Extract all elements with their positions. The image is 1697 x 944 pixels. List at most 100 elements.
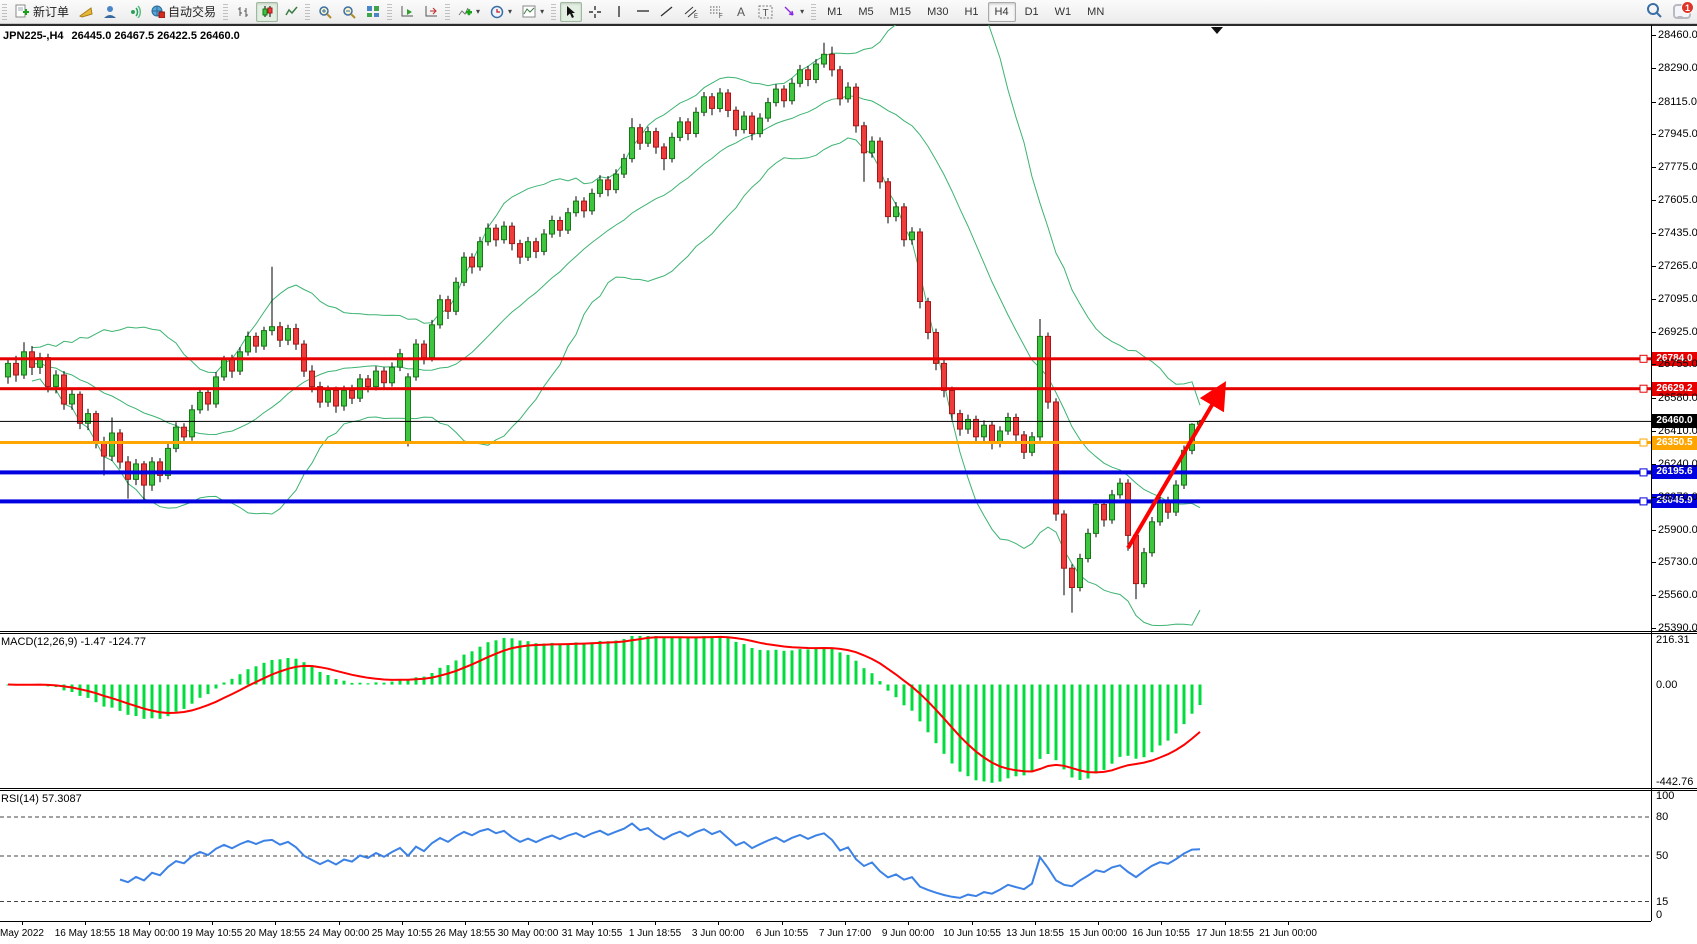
- time-tick: [972, 921, 973, 925]
- macd-histogram-bar: [606, 641, 610, 685]
- macd-histogram-bar: [846, 654, 850, 685]
- templates-button[interactable]: ▾: [518, 2, 548, 22]
- zoom-out-button[interactable]: [338, 2, 360, 22]
- macd-histogram-bar: [1190, 684, 1194, 714]
- bollinger-middle-band[interactable]: [31, 95, 1201, 509]
- autotrading-button[interactable]: 自动交易: [147, 2, 220, 22]
- price-tick-label: 26925.0: [1658, 326, 1697, 338]
- pane-separator[interactable]: [0, 788, 1697, 791]
- fibonacci-icon: F: [709, 5, 724, 19]
- tile-windows-button[interactable]: [362, 2, 384, 22]
- rsi-pane-canvas[interactable]: [0, 791, 1651, 921]
- support-line-2-price-label: 26045.9: [1652, 494, 1697, 508]
- pivot-line[interactable]: [0, 441, 1651, 444]
- cursor-button[interactable]: [560, 1, 583, 22]
- macd-histogram-bar: [230, 678, 234, 685]
- candlestick-button[interactable]: [256, 1, 279, 22]
- bull-candle: [613, 173, 619, 191]
- support-line-2-handle[interactable]: [1639, 497, 1648, 506]
- toolbar-grip[interactable]: [811, 3, 817, 20]
- bear-candle: [381, 370, 387, 384]
- signals-button[interactable]: [123, 2, 145, 22]
- macd-histogram-bar: [902, 684, 906, 706]
- search-icon[interactable]: [1646, 2, 1663, 22]
- text-label-icon: T: [758, 5, 773, 19]
- current-price-line[interactable]: [0, 420, 1651, 422]
- bull-candle: [269, 326, 275, 332]
- rsi-value: 57.3087: [41, 793, 82, 805]
- macd-histogram-bar: [814, 648, 818, 685]
- macd-histogram-bar: [1046, 684, 1050, 754]
- support-line-1[interactable]: [0, 470, 1651, 475]
- chart-shift-marker[interactable]: [1211, 27, 1223, 34]
- price-tick-label: 27945.0: [1658, 128, 1697, 140]
- pivot-line-price-label: 26350.5: [1652, 436, 1697, 450]
- price-chart-canvas[interactable]: [0, 25, 1651, 631]
- text-label-button[interactable]: T: [754, 2, 777, 22]
- timeframe-mn-button[interactable]: MN: [1087, 5, 1105, 18]
- timeframe-h1-button[interactable]: H1: [964, 5, 979, 18]
- support-line-2[interactable]: [0, 499, 1651, 504]
- new-order-button[interactable]: 新订单: [11, 2, 73, 22]
- timeframe-h4-button[interactable]: H4: [987, 1, 1016, 22]
- line-chart-button[interactable]: [280, 2, 302, 22]
- price-tick: [1652, 233, 1656, 234]
- support-line-1-handle[interactable]: [1639, 468, 1648, 477]
- macd-histogram-bar: [398, 679, 402, 685]
- bar-chart-button[interactable]: [232, 2, 254, 22]
- horizontal-line-icon: [636, 5, 650, 18]
- fibonacci-button[interactable]: F: [705, 2, 728, 22]
- horizontal-line-button[interactable]: [632, 2, 654, 22]
- toolbar-grip[interactable]: [551, 3, 557, 20]
- bear-candle: [733, 109, 739, 131]
- bull-candle: [189, 409, 195, 438]
- timeframe-m5-button[interactable]: M5: [858, 5, 874, 18]
- pivot-line-handle[interactable]: [1639, 438, 1648, 447]
- trend-arrow[interactable]: [1126, 381, 1227, 550]
- timeframe-m15-button[interactable]: M15: [889, 5, 912, 18]
- resistance-line-1-handle[interactable]: [1639, 354, 1648, 363]
- auto-scroll-button[interactable]: [396, 2, 418, 22]
- macd-histogram-bar: [646, 636, 650, 685]
- chart-shift-button[interactable]: [420, 2, 442, 22]
- zoom-in-button[interactable]: [314, 2, 336, 22]
- resistance-line-1[interactable]: [0, 357, 1651, 361]
- bear-candle: [45, 357, 51, 388]
- text-button[interactable]: A: [730, 2, 752, 22]
- bollinger-upper-band[interactable]: [31, 25, 1201, 406]
- pane-separator[interactable]: [0, 631, 1697, 634]
- toolbar-grip[interactable]: [445, 3, 451, 20]
- timeframe-w1-button[interactable]: W1: [1054, 5, 1072, 18]
- toolbar-grip[interactable]: [387, 3, 393, 20]
- toolbar-grip[interactable]: [223, 3, 229, 20]
- timeframe-m1-button[interactable]: M1: [827, 5, 843, 18]
- time-tick: [402, 921, 403, 925]
- toolbar-grip[interactable]: [2, 3, 7, 20]
- macd-histogram-bar: [958, 684, 962, 772]
- vertical-line-button[interactable]: [608, 2, 630, 22]
- bear-candle: [181, 426, 187, 438]
- periods-button[interactable]: ▾: [486, 2, 516, 22]
- timeframe-m30-button[interactable]: M30: [927, 5, 949, 18]
- price-tick-label: 26410.0: [1658, 425, 1697, 437]
- arrows-button[interactable]: ▾: [779, 2, 808, 22]
- bollinger-lower-band[interactable]: [31, 137, 1201, 627]
- timeframe-group: M1 M5 M15 M30 H1 H4 D1 W1 MN: [819, 0, 1112, 24]
- metaeditor-button[interactable]: [75, 2, 97, 22]
- macd-pane-canvas[interactable]: [0, 634, 1651, 788]
- bull-candle: [1109, 494, 1115, 521]
- timeframe-d1-button[interactable]: D1: [1024, 5, 1039, 18]
- chart-window[interactable]: JPN225-,H4 26445.0 26467.5 26422.5 26460…: [0, 24, 1697, 944]
- macd-histogram-bar: [710, 636, 714, 685]
- crosshair-button[interactable]: [584, 2, 606, 22]
- macd-histogram-bar: [1094, 684, 1098, 774]
- notifications-icon[interactable]: 1: [1673, 1, 1694, 19]
- resistance-line-2[interactable]: [0, 387, 1651, 391]
- new-order-icon: [15, 4, 30, 19]
- market-watch-button[interactable]: [99, 2, 121, 22]
- indicators-button[interactable]: ▾: [454, 2, 484, 22]
- resistance-line-2-handle[interactable]: [1639, 384, 1648, 393]
- channel-button[interactable]: E: [680, 2, 703, 22]
- trendline-button[interactable]: [656, 2, 678, 22]
- toolbar-grip[interactable]: [305, 3, 311, 20]
